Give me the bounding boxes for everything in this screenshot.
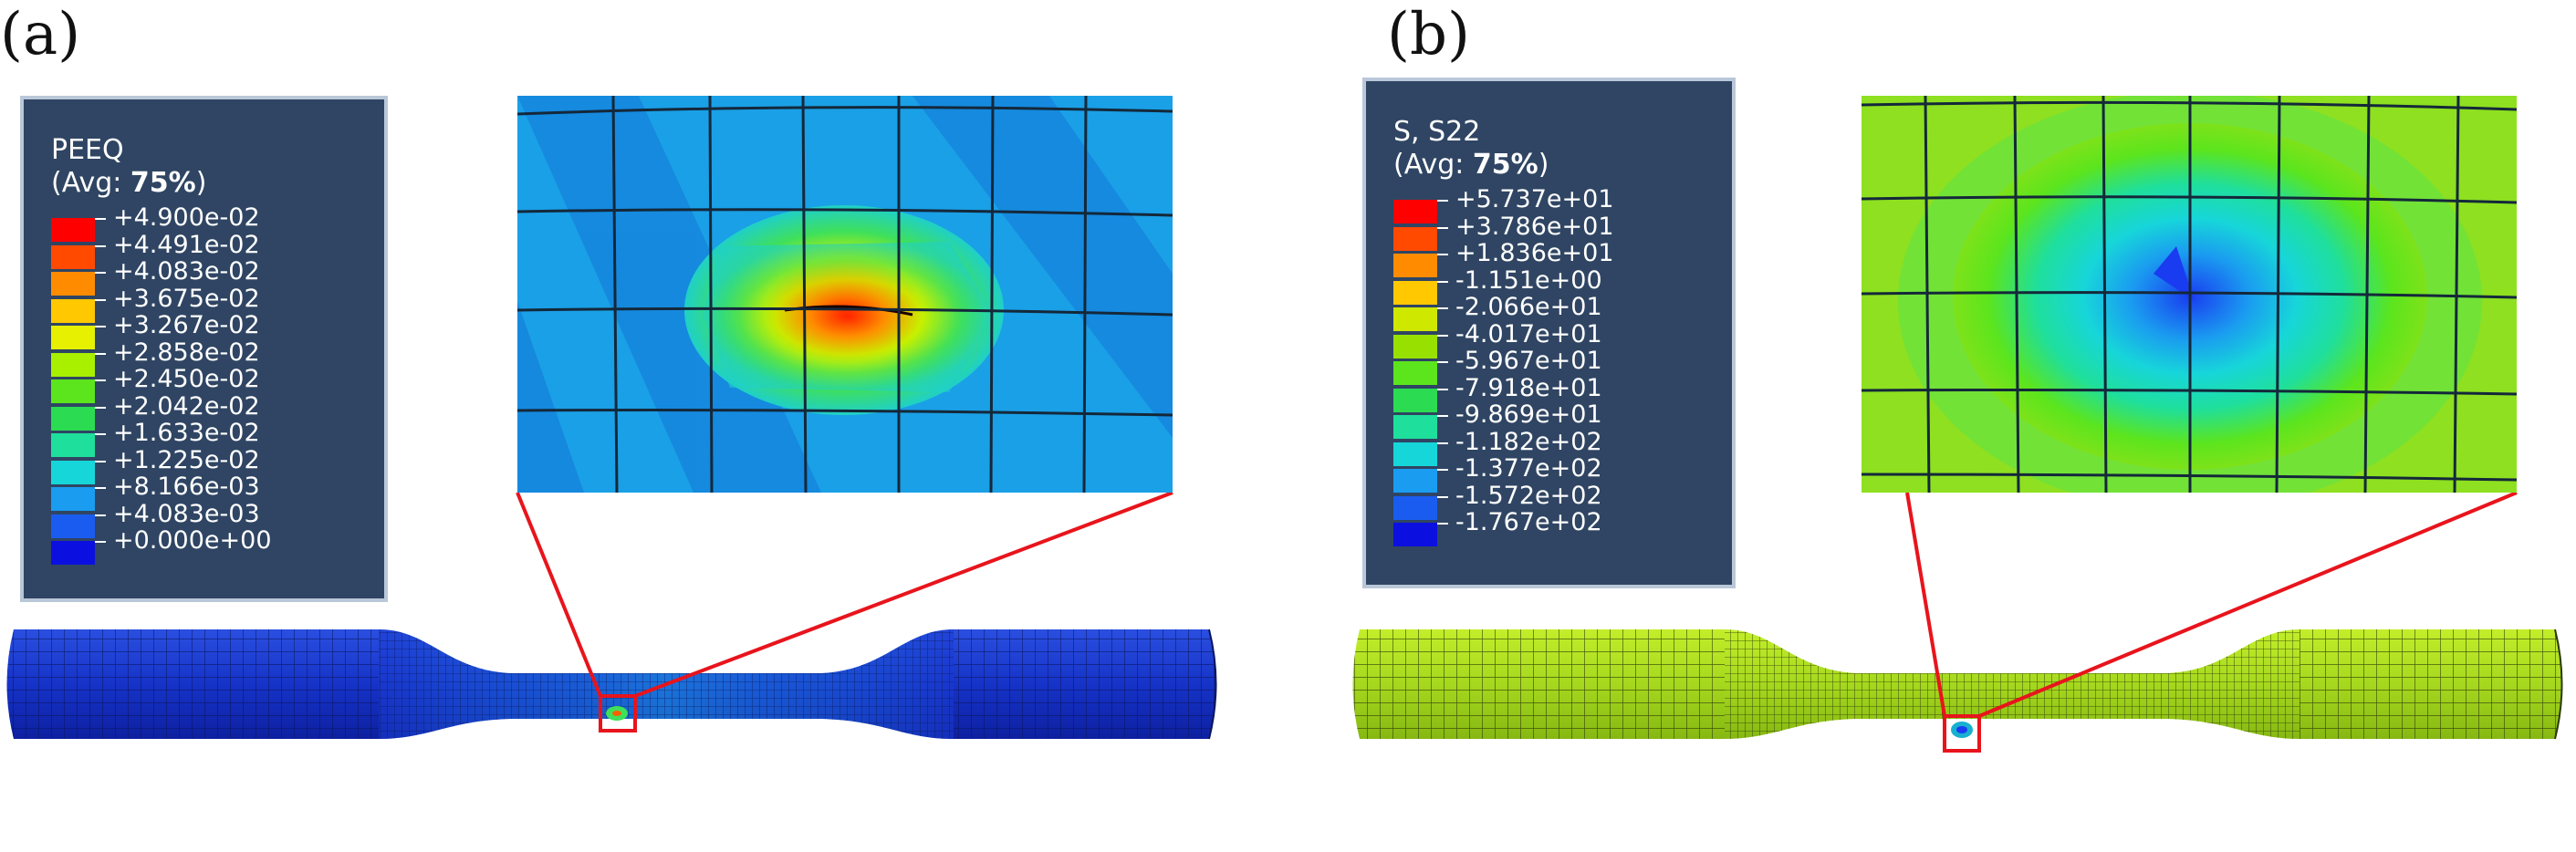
legend-swatch — [1393, 226, 1437, 251]
legend-value: +4.491e-02 — [113, 230, 260, 259]
specimen-a — [6, 629, 1217, 740]
legend-a: PEEQ (Avg: 75%) +4.900e-02 +4.491e-02 +4.0… — [20, 96, 388, 602]
zoom-inset-b — [1862, 96, 2517, 493]
legend-tick — [95, 218, 106, 220]
legend-swatch — [51, 541, 95, 565]
legend-swatch — [1393, 280, 1437, 305]
legend-tick — [95, 272, 106, 274]
legend-tick — [95, 460, 106, 462]
legend-value: -7.918e+01 — [1455, 373, 1602, 402]
legend-value: +3.267e-02 — [113, 311, 260, 339]
legend-value: +1.836e+01 — [1455, 239, 1614, 267]
legend-swatch — [51, 514, 95, 538]
legend-swatch — [1393, 442, 1437, 466]
legend-a-avg: (Avg: 75%) — [51, 167, 207, 199]
legend-swatch — [1393, 200, 1437, 223]
legend-value: -1.767e+02 — [1455, 508, 1602, 536]
legend-value: +4.083e-03 — [113, 499, 260, 528]
legend-value: -1.182e+02 — [1455, 427, 1602, 456]
legend-a-title: PEEQ — [51, 134, 124, 166]
legend-swatch — [1393, 334, 1437, 358]
legend-swatch — [1393, 254, 1437, 277]
legend-tick — [95, 514, 106, 516]
legend-swatch — [51, 272, 95, 296]
legend-tick — [95, 487, 106, 489]
legend-b-avg: (Avg: 75%) — [1393, 149, 1549, 181]
legend-tick — [1437, 361, 1448, 363]
legend-swatch — [1393, 523, 1437, 546]
legend-swatch — [51, 487, 95, 511]
legend-value: +2.450e-02 — [113, 365, 260, 393]
legend-tick — [1437, 334, 1448, 337]
legend-value: +5.737e+01 — [1455, 185, 1614, 213]
legend-tick — [1437, 388, 1448, 390]
zoom-box-b — [1943, 714, 1981, 753]
legend-value: +3.675e-02 — [113, 284, 260, 313]
legend-tick — [95, 298, 106, 301]
legend-tick — [1437, 226, 1448, 229]
legend-swatch — [51, 326, 95, 349]
legend-swatch — [51, 218, 95, 242]
callout-line-b-left — [1905, 492, 1946, 717]
panel-label-b: (b) — [1387, 1, 1470, 68]
legend-swatch — [51, 433, 95, 457]
legend-tick — [95, 541, 106, 543]
legend-swatch — [51, 406, 95, 431]
legend-tick — [1437, 200, 1448, 202]
legend-swatch — [51, 244, 95, 269]
legend-value: -5.967e+01 — [1455, 347, 1602, 375]
legend-value: -1.377e+02 — [1455, 454, 1602, 483]
legend-swatch — [51, 298, 95, 323]
callout-line-b-right — [1978, 491, 2518, 718]
legend-tick — [95, 433, 106, 435]
legend-value: +3.786e+01 — [1455, 212, 1614, 241]
zoom-inset-a — [517, 96, 1173, 493]
legend-value: +2.858e-02 — [113, 338, 260, 367]
legend-tick — [1437, 254, 1448, 255]
legend-tick — [95, 244, 106, 247]
legend-value: -1.151e+00 — [1455, 265, 1602, 295]
legend-swatch — [1393, 495, 1437, 520]
legend-tick — [95, 379, 106, 381]
legend-tick — [95, 326, 106, 327]
legend-value: +1.633e-02 — [113, 419, 260, 447]
legend-tick — [1437, 495, 1448, 498]
legend-tick — [1437, 280, 1448, 283]
legend-value: -9.869e+01 — [1455, 400, 1602, 429]
callout-line-a-right — [634, 491, 1173, 698]
legend-value: +2.042e-02 — [113, 391, 260, 421]
legend-swatch — [51, 379, 95, 403]
legend-swatch — [1393, 388, 1437, 412]
legend-swatch — [51, 460, 95, 484]
legend-tick — [95, 352, 106, 355]
legend-swatch — [51, 352, 95, 377]
panel-label-a: (a) — [0, 1, 81, 68]
legend-tick — [1437, 442, 1448, 444]
legend-b-title: S, S22 — [1393, 116, 1481, 148]
zoom-box-a — [599, 694, 637, 733]
specimen-b — [1352, 629, 2563, 740]
legend-tick — [1437, 523, 1448, 525]
legend-value: +1.225e-02 — [113, 445, 260, 474]
legend-tick — [1437, 415, 1448, 417]
legend-value: +4.900e-02 — [113, 203, 260, 232]
legend-tick — [1437, 469, 1448, 471]
legend-value: +8.166e-03 — [113, 473, 260, 501]
callout-line-a-left — [516, 492, 602, 697]
legend-b: S, S22 (Avg: 75%) +5.737e+01 +3.786e+01 +1… — [1362, 78, 1736, 588]
legend-tick — [1437, 307, 1448, 309]
legend-value: -1.572e+02 — [1455, 481, 1602, 510]
legend-value: +4.083e-02 — [113, 257, 260, 286]
legend-swatch — [1393, 469, 1437, 493]
legend-swatch — [1393, 361, 1437, 385]
legend-value: -4.017e+01 — [1455, 319, 1602, 348]
legend-swatch — [1393, 415, 1437, 439]
legend-tick — [95, 406, 106, 409]
legend-value: +0.000e+00 — [113, 526, 272, 555]
legend-swatch — [1393, 307, 1437, 331]
legend-value: -2.066e+01 — [1455, 293, 1602, 321]
